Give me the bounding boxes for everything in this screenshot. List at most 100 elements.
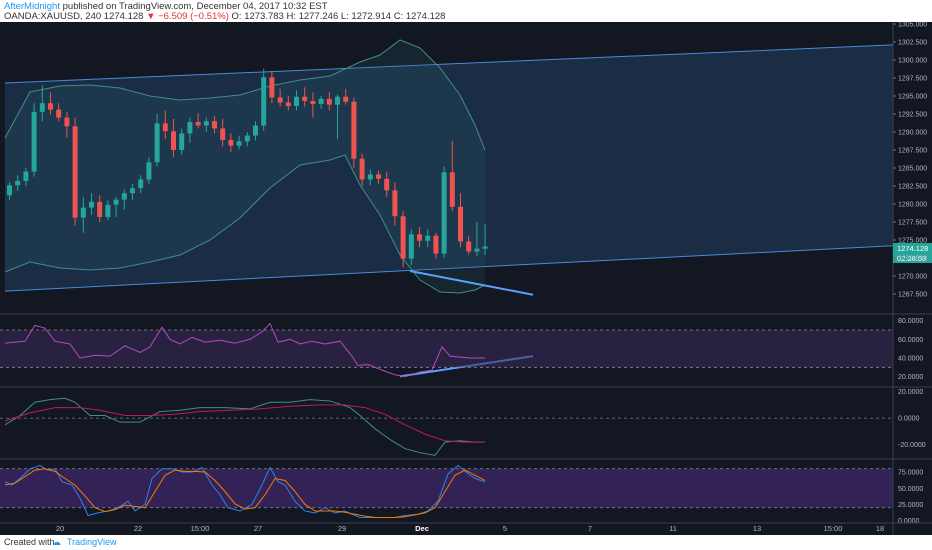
last-price-marker-text: 1274.128 <box>897 244 928 253</box>
tradingview-logo-icon: ☁ <box>52 537 61 547</box>
candle-body <box>154 123 160 163</box>
created-with-label: Created with <box>4 537 55 547</box>
candle-body <box>64 117 70 127</box>
time-tick-label: Dec <box>415 524 429 533</box>
candle-body <box>458 206 463 242</box>
price-tick-label: 1272.500 <box>898 256 927 263</box>
price-tick-label: 1302.500 <box>898 40 927 47</box>
price-tick-label: 1277.500 <box>898 220 927 227</box>
stoch-tick-label: 50.0000 <box>898 486 923 493</box>
candle-body <box>466 241 472 252</box>
candle-body <box>425 235 431 241</box>
candle-body <box>367 174 373 180</box>
candle-body <box>474 248 480 252</box>
candle-body <box>130 188 135 194</box>
channel-upper-line <box>4 44 894 84</box>
bollinger-lower <box>4 154 486 294</box>
candle-body <box>23 171 29 181</box>
candle-body <box>138 179 144 189</box>
brand-label[interactable]: TradingView <box>67 537 117 547</box>
candle-body <box>392 190 398 217</box>
price-panel[interactable] <box>4 39 894 296</box>
rsi-tick-label: 60.0000 <box>898 337 923 344</box>
price-tick-label: 1275.000 <box>898 238 927 245</box>
price-tick-label: 1287.500 <box>898 148 927 155</box>
candle-body <box>441 172 447 254</box>
candle-body <box>146 162 152 180</box>
time-tick-label: 15:00 <box>191 524 210 533</box>
candle-body <box>179 133 185 150</box>
channel-lower-line <box>4 245 894 292</box>
bollinger-fill <box>5 40 485 293</box>
countdown-marker <box>893 253 932 263</box>
candle-body <box>89 201 94 208</box>
time-tick-label: 20 <box>56 524 64 533</box>
last-price: 1274.128 <box>103 11 144 22</box>
candle-body <box>203 121 209 126</box>
rsi-tick-label: 80.0000 <box>898 318 923 325</box>
candle-body <box>97 201 103 217</box>
candle-body <box>48 103 53 110</box>
macd-line <box>4 397 485 456</box>
candle-body <box>162 123 168 132</box>
macd-tick-label: 20.0000 <box>898 389 923 396</box>
candle-body <box>417 234 422 241</box>
publish-line: AfterMidnight published on TradingView.c… <box>4 1 328 12</box>
time-tick-label: 27 <box>254 524 262 533</box>
price-tick-label: 1292.500 <box>898 112 927 119</box>
candle-body <box>236 141 242 146</box>
time-tick-label: 15:00 <box>824 524 843 533</box>
bollinger-upper <box>4 39 486 151</box>
candle-body <box>195 121 201 126</box>
candle-body <box>39 103 45 112</box>
candle-body <box>318 98 324 104</box>
price-tick-label: 1297.500 <box>898 76 927 83</box>
candle-body <box>384 178 390 191</box>
stoch-k-line <box>4 464 486 518</box>
stoch-d-line <box>4 468 486 518</box>
stoch-tick-label: 0.0000 <box>898 518 920 525</box>
candle-body <box>359 158 365 180</box>
candle-body <box>228 139 234 146</box>
time-tick-label: 22 <box>134 524 142 533</box>
price-scale-labels: 1274.128 02:28:03 1305.000 1302.500 1300.0… <box>893 22 932 299</box>
price-tick-label: 1280.000 <box>898 202 927 209</box>
candle-body <box>253 125 258 136</box>
price-tick-label: 1295.000 <box>898 94 927 101</box>
candle-body <box>269 77 275 98</box>
trendline-price <box>409 269 534 296</box>
candle-body <box>7 185 12 196</box>
time-tick-label: 11 <box>669 524 677 533</box>
candle-body <box>80 207 86 218</box>
candle-body <box>31 111 37 172</box>
price-tick-label: 1290.000 <box>898 130 927 137</box>
channel-fill <box>5 44 893 292</box>
candle-body <box>105 204 111 217</box>
chart-footer: Created with ☁ TradingView <box>0 535 932 550</box>
stoch-tick-label: 75.0000 <box>898 470 923 477</box>
candle-body <box>244 135 250 142</box>
chart-header: AfterMidnight published on TradingView.c… <box>0 0 932 22</box>
time-tick-label: 13 <box>753 524 761 533</box>
rsi-tick-label: 20.0000 <box>898 374 923 381</box>
author-link[interactable]: AfterMidnight <box>4 1 60 12</box>
price-tick-label: 1270.000 <box>898 274 927 281</box>
last-price-marker <box>893 243 932 253</box>
price-tick-label: 1305.000 <box>898 22 927 29</box>
candle-body <box>482 246 488 249</box>
candle-body <box>433 235 439 254</box>
time-tick-label: 18 <box>876 524 884 533</box>
time-axis[interactable]: 20 22 15:00 27 29 Dec 5 7 11 13 15:00 18 <box>56 524 884 533</box>
candle-body <box>285 102 291 107</box>
candle-body <box>220 128 226 140</box>
candle-body <box>351 101 357 159</box>
symbol-line: OANDA:XAUUSD, 240 1274.128 ▼ −6.509 (−0.… <box>4 11 445 22</box>
rsi-panel[interactable]: 80.0000 60.0000 40.0000 20.0000 <box>0 318 923 381</box>
candle-body <box>72 126 78 218</box>
time-tick-label: 29 <box>338 524 346 533</box>
stochastic-panel[interactable]: 75.0000 50.0000 25.0000 0.0000 <box>0 464 923 526</box>
price-tick-label: 1285.000 <box>898 166 927 173</box>
macd-panel[interactable]: 20.0000 0.0000 -20.0000 <box>0 389 926 456</box>
